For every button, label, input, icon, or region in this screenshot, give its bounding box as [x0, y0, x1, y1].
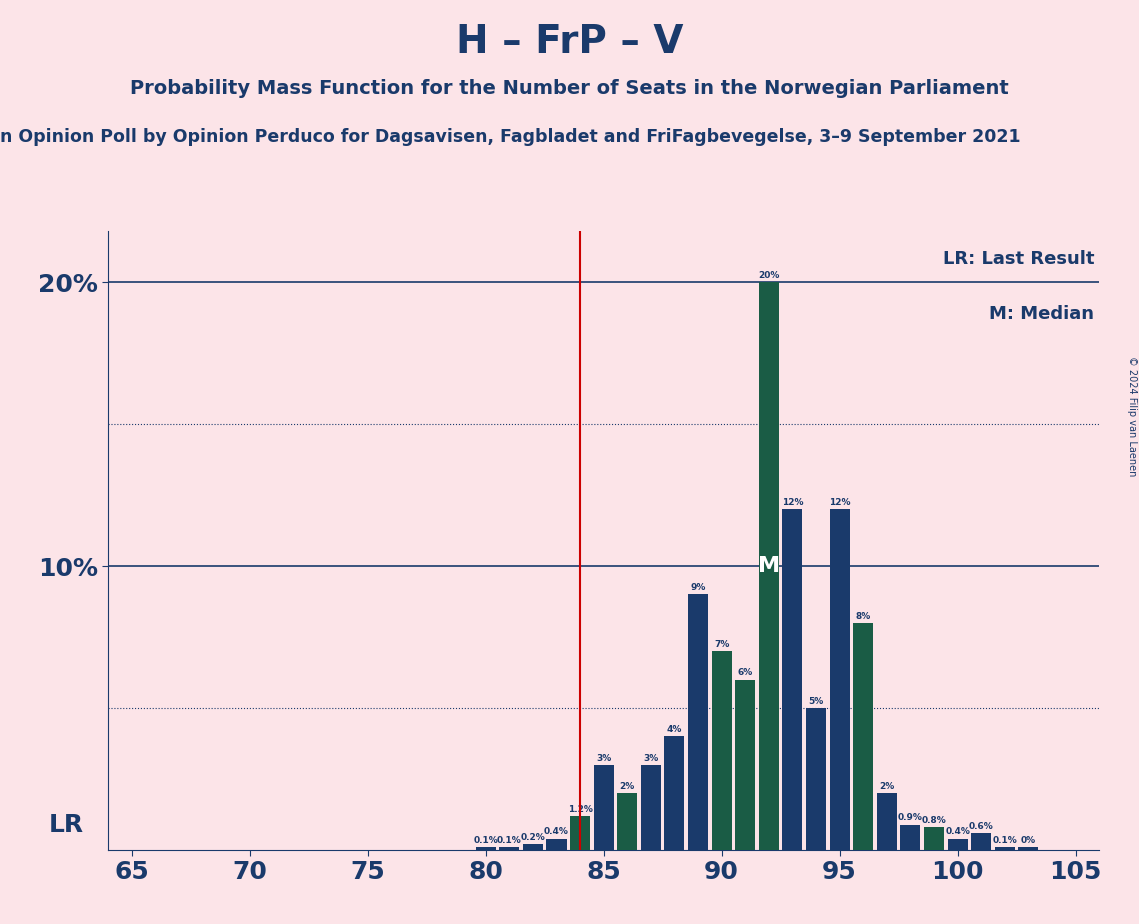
Bar	[523, 845, 543, 850]
Text: 3%: 3%	[644, 754, 658, 762]
Text: LR: Last Result: LR: Last Result	[943, 249, 1095, 268]
Bar	[877, 794, 896, 850]
Bar	[617, 794, 638, 850]
Bar	[853, 623, 874, 850]
Text: 6%: 6%	[738, 668, 753, 677]
Text: M: Median: M: Median	[989, 305, 1095, 323]
Bar	[593, 765, 614, 850]
Bar	[664, 736, 685, 850]
Text: 9%: 9%	[690, 583, 706, 592]
Text: 0.2%: 0.2%	[521, 833, 546, 842]
Text: n Opinion Poll by Opinion Perduco for Dagsavisen, Fagbladet and FriFagbevegelse,: n Opinion Poll by Opinion Perduco for Da…	[0, 128, 1021, 145]
Text: 0.1%: 0.1%	[992, 836, 1017, 845]
Text: 20%: 20%	[759, 271, 779, 280]
Text: Probability Mass Function for the Number of Seats in the Norwegian Parliament: Probability Mass Function for the Number…	[130, 79, 1009, 98]
Bar	[972, 833, 991, 850]
Text: 12%: 12%	[781, 498, 803, 507]
Text: LR: LR	[49, 813, 84, 837]
Bar	[735, 680, 755, 850]
Text: 4%: 4%	[666, 725, 682, 735]
Text: 0.1%: 0.1%	[497, 836, 522, 845]
Bar	[924, 827, 944, 850]
Text: M: M	[757, 556, 780, 576]
Bar	[994, 847, 1015, 850]
Bar	[759, 282, 779, 850]
Text: 2%: 2%	[879, 782, 894, 791]
Bar	[782, 509, 803, 850]
Text: 0%: 0%	[1021, 836, 1035, 845]
Text: 0.1%: 0.1%	[474, 836, 498, 845]
Bar	[547, 839, 566, 850]
Text: 8%: 8%	[855, 612, 871, 621]
Text: 0.4%: 0.4%	[945, 828, 970, 836]
Bar	[829, 509, 850, 850]
Bar	[806, 708, 826, 850]
Text: 12%: 12%	[829, 498, 851, 507]
Text: 5%: 5%	[809, 697, 823, 706]
Text: 0.8%: 0.8%	[921, 816, 947, 825]
Text: H – FrP – V: H – FrP – V	[456, 23, 683, 61]
Bar	[712, 651, 731, 850]
Bar	[900, 824, 920, 850]
Text: 0.9%: 0.9%	[898, 813, 923, 822]
Text: 0.4%: 0.4%	[544, 828, 568, 836]
Text: 7%: 7%	[714, 640, 729, 649]
Text: 0.6%: 0.6%	[969, 821, 993, 831]
Text: 1.2%: 1.2%	[567, 805, 592, 814]
Bar	[948, 839, 968, 850]
Bar	[499, 847, 519, 850]
Text: 3%: 3%	[596, 754, 612, 762]
Text: 2%: 2%	[620, 782, 634, 791]
Bar	[688, 594, 708, 850]
Text: © 2024 Filip van Laenen: © 2024 Filip van Laenen	[1126, 356, 1137, 476]
Bar	[570, 816, 590, 850]
Bar	[1018, 847, 1039, 850]
Bar	[476, 847, 495, 850]
Bar	[641, 765, 661, 850]
